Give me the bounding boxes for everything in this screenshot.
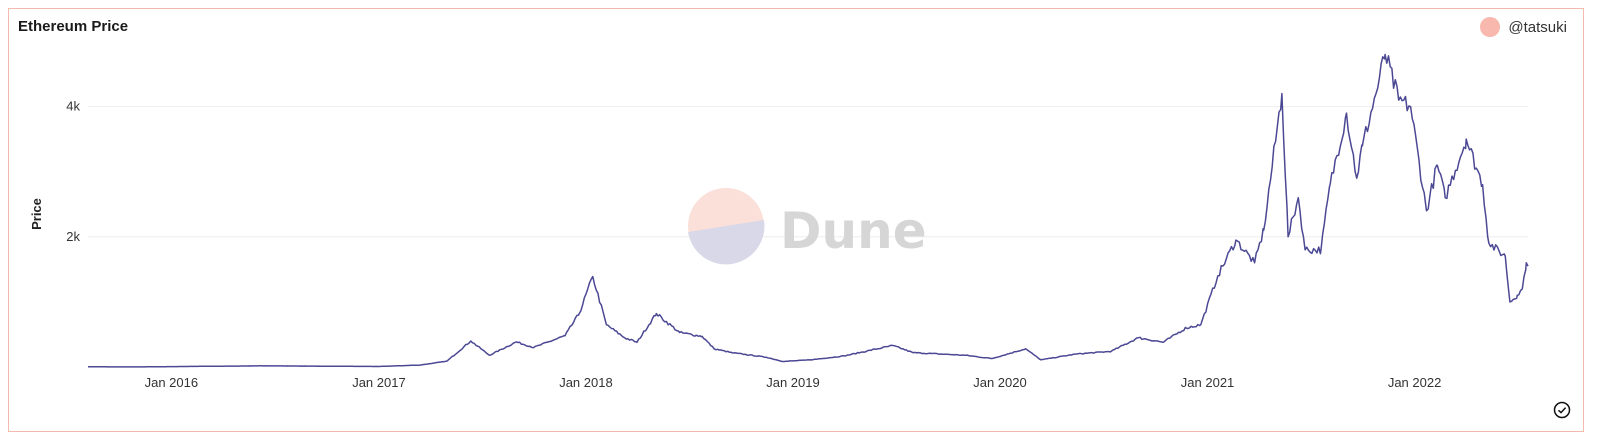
x-tick-label: Jan 2018 [559, 375, 613, 390]
x-tick-label: Jan 2019 [766, 375, 820, 390]
x-tick-label: Jan 2022 [1388, 375, 1442, 390]
y-tick-label: 4k [66, 99, 80, 114]
price-series [88, 53, 1529, 368]
chart-title: Ethereum Price [18, 18, 129, 35]
y-axis-label: Price [29, 198, 44, 230]
y-axis-ticks: 2k 4k [66, 99, 80, 244]
x-axis-ticks: Jan 2016 Jan 2017 Jan 2018 Jan 2019 Jan 2020… [145, 375, 1442, 390]
author-badge[interactable]: @tatsuki [1480, 17, 1567, 37]
watermark-logo-bottom [688, 220, 765, 265]
x-tick-label: Jan 2016 [145, 375, 199, 390]
check-circle-icon[interactable] [1553, 401, 1571, 419]
x-tick-label: Jan 2017 [352, 375, 406, 390]
price-line [88, 53, 1529, 368]
author-name[interactable]: @tatsuki [1508, 18, 1567, 36]
watermark-text: Dune [780, 202, 927, 260]
avatar-icon [1480, 17, 1501, 37]
y-tick-label: 2k [66, 229, 80, 244]
x-tick-label: Jan 2020 [973, 375, 1027, 390]
watermark: Dune [688, 188, 927, 265]
x-tick-label: Jan 2021 [1181, 375, 1235, 390]
